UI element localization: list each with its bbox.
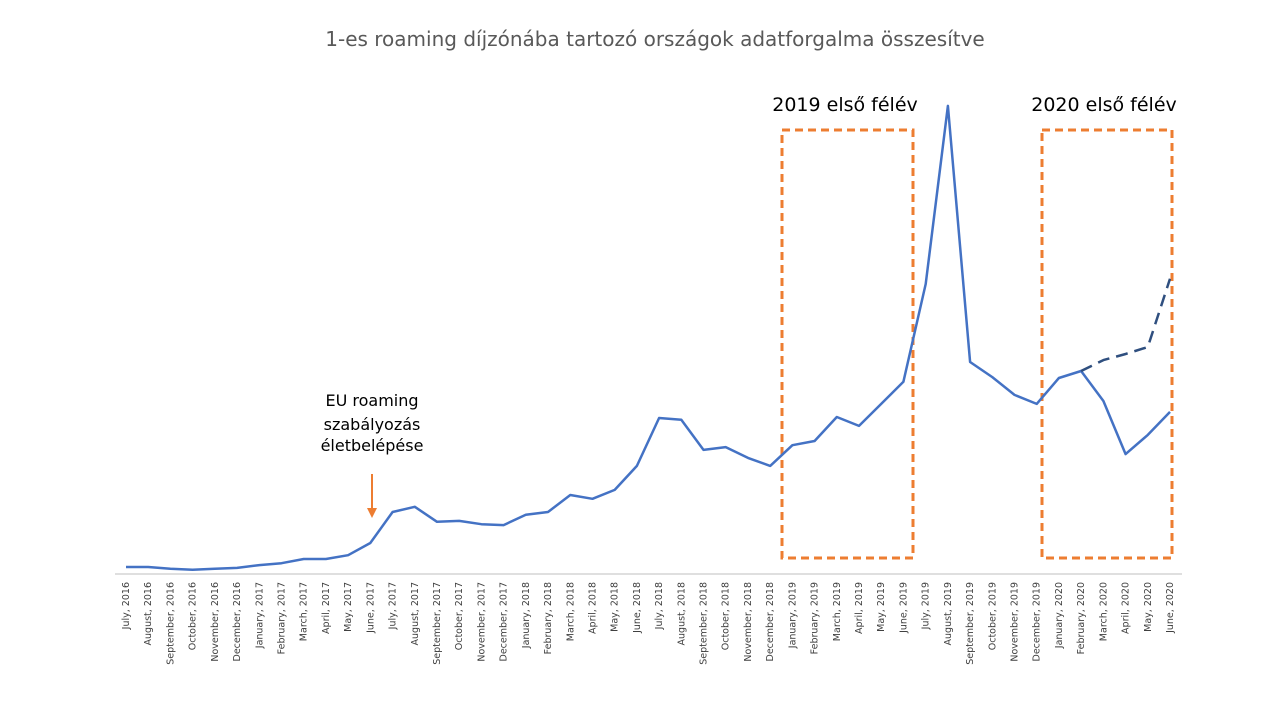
x-tick-label: January, 2018 [521, 582, 532, 649]
x-tick-label: July, 2016 [121, 582, 132, 630]
x-tick-label: March, 2019 [832, 582, 843, 641]
x-tick-label: October, 2017 [454, 582, 465, 650]
x-tick-label: August, 2017 [410, 582, 421, 645]
x-tick-label: September, 2017 [432, 582, 443, 665]
x-tick-label: August, 2019 [943, 582, 954, 645]
x-tick-label: November, 2019 [1010, 582, 1021, 662]
x-tick-label: August, 2016 [143, 582, 154, 645]
highlight-box [780, 128, 915, 560]
box-label: 2019 első félév [772, 94, 918, 116]
chart-title: 1-es roaming díjzónába tartozó országok … [325, 27, 984, 51]
x-tick-label: June, 2018 [632, 582, 643, 634]
x-tick-label: December, 2018 [765, 582, 776, 661]
annotation: EU roaming [325, 391, 418, 410]
x-tick-label: October, 2019 [987, 582, 998, 650]
data-line [1080, 278, 1172, 373]
x-tick-label: July, 2018 [654, 582, 665, 630]
x-tick-label: May, 2020 [1143, 582, 1154, 632]
x-tick-label: December, 2019 [1032, 582, 1043, 661]
x-tick-label: February, 2020 [1076, 582, 1087, 654]
x-tick-label: November, 2017 [476, 582, 487, 662]
annotation: szabályozás [324, 415, 421, 434]
x-tick-label: September, 2016 [165, 582, 176, 665]
annotation-arrowhead [367, 508, 377, 518]
x-tick-label: May, 2019 [876, 582, 887, 632]
x-tick-label: January, 2020 [1054, 582, 1065, 649]
x-tick-label: February, 2019 [810, 582, 821, 654]
x-tick-label: April, 2018 [587, 582, 598, 634]
highlight-box [1040, 128, 1174, 560]
x-tick-label: May, 2018 [610, 582, 621, 632]
box-label: 2020 első félév [1031, 94, 1177, 116]
x-tick-label: November, 2018 [743, 582, 754, 662]
x-tick-label: October, 2016 [188, 582, 199, 650]
x-tick-label: February, 2018 [543, 582, 554, 654]
x-tick-label: September, 2019 [965, 582, 976, 665]
x-tick-label: September, 2018 [699, 582, 710, 665]
x-tick-label: February, 2017 [276, 582, 287, 654]
x-tick-label: October, 2018 [721, 582, 732, 650]
x-tick-label: April, 2019 [854, 582, 865, 634]
x-tick-label: November, 2016 [210, 582, 221, 662]
x-tick-label: January, 2019 [787, 582, 798, 649]
x-tick-label: June, 2020 [1165, 582, 1176, 634]
x-tick-label: December, 2016 [232, 582, 243, 661]
x-tick-label: April, 2017 [321, 582, 332, 634]
x-tick-label: July, 2017 [388, 582, 399, 630]
x-tick-label: August, 2018 [676, 582, 687, 645]
x-tick-label: January, 2017 [254, 582, 265, 649]
data-line [126, 104, 1171, 572]
x-tick-label: June, 2019 [898, 582, 909, 634]
x-tick-label: May, 2017 [343, 582, 354, 632]
x-tick-label: March, 2020 [1098, 582, 1109, 641]
x-tick-label: April, 2020 [1121, 582, 1132, 634]
x-tick-label: March, 2018 [565, 582, 576, 641]
x-tick-label: July, 2019 [921, 582, 932, 630]
x-tick-label: March, 2017 [299, 582, 310, 641]
x-tick-label: June, 2017 [365, 582, 376, 634]
annotation: életbelépése [321, 436, 424, 455]
x-tick-label: December, 2017 [499, 582, 510, 661]
